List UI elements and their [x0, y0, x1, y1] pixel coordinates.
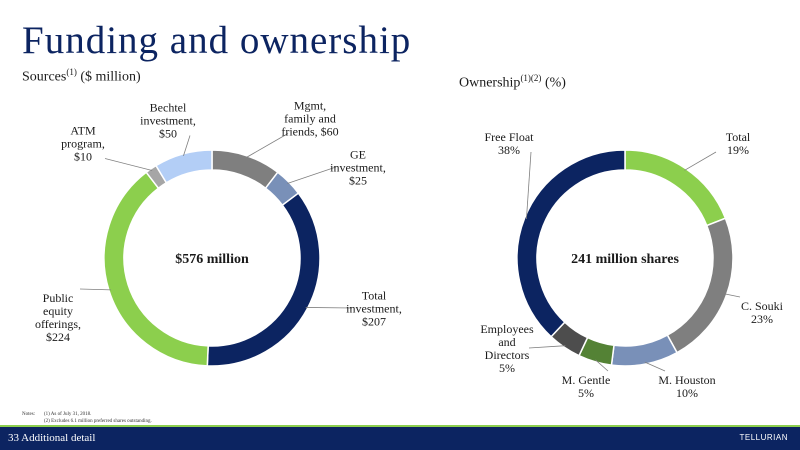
ownership-slice-label-0: Total 19%: [726, 130, 751, 157]
sources-slice-3: [103, 171, 209, 367]
ownership-slice-2: [610, 334, 679, 367]
donut-charts: Mgmt, family and friends, $60 GE investment,…: [35, 99, 784, 401]
sources-slice-label-3: Public equity offerings, $224: [35, 291, 81, 344]
ownership-center-label: 241 million shares: [571, 252, 679, 267]
ownership-leader-line-1: [724, 293, 741, 298]
ownership-slice-5: [516, 149, 626, 338]
sources-slice-label-1: GE investment, $25: [330, 148, 386, 188]
sources-leader-line-0: [245, 133, 289, 158]
notes: Notes: (1) As of July 31, 2018. (2) Exclu…: [22, 411, 152, 425]
ownership-subtitle: Ownership(1)(2) (%): [459, 73, 566, 92]
sources-leader-line-4: [104, 158, 153, 171]
ownership-subtitle-sup: (1)(2): [520, 73, 542, 83]
notes-label: Notes:: [22, 412, 36, 417]
sources-slice-5: [154, 149, 213, 184]
sources-slice-label-2: Total investment, $207: [346, 289, 402, 329]
sources-subtitle: Sources(1) ($ million): [22, 67, 141, 86]
ownership-slice-label-2: M. Houston 10%: [658, 373, 715, 400]
sources-center-label: $576 million: [175, 252, 249, 267]
ownership-slice-0: [624, 149, 727, 227]
note-2: (2) Excludes 6.1 million preferred share…: [44, 419, 152, 424]
footer-page-label: 33 Additional detail: [8, 432, 96, 444]
sources-slice-label-4: ATM program, $10: [61, 124, 105, 164]
sources-subtitle-sup: (1): [66, 67, 77, 77]
note-1: (1) As of July 31, 2018.: [44, 412, 92, 417]
page-title: Funding and ownership: [22, 19, 412, 62]
ownership-subtitle-rest: (%): [541, 75, 566, 91]
ownership-slice-label-5: Free Float 38%: [485, 130, 535, 157]
sources-slice-0: [211, 149, 279, 190]
footer-bar: 33 Additional detail TELLURIAN: [0, 425, 800, 450]
ownership-slice-label-1: C. Souki 23%: [741, 299, 784, 326]
sources-leader-line-5: [183, 135, 191, 157]
sources-slice-label-5: Bechtel investment, $50: [140, 101, 196, 141]
sources-subtitle-rest: ($ million): [76, 69, 141, 85]
ownership-slice-label-4: Employees and Directors 5%: [480, 322, 534, 375]
sources-slice-2: [206, 192, 321, 367]
ownership-slice-label-3: M. Gentle 5%: [562, 373, 611, 400]
ownership-leader-line-2: [644, 361, 666, 372]
ownership-leader-line-3: [595, 359, 609, 372]
ownership-leader-line-0: [684, 151, 717, 171]
ownership-subtitle-text: Ownership: [459, 75, 521, 91]
ownership-leader-line-4: [528, 345, 566, 349]
sources-subtitle-text: Sources: [22, 69, 67, 85]
sources-leader-line-1: [287, 166, 337, 184]
sources-leader-line-3: [79, 288, 111, 291]
ownership-slice-1: [666, 217, 734, 354]
ownership-leader-line-5: [526, 151, 532, 220]
sources-slice-label-0: Mgmt, family and friends, $60: [281, 99, 338, 139]
tellurian-logo: TELLURIAN: [739, 433, 788, 442]
sources-leader-line-2: [305, 307, 353, 309]
